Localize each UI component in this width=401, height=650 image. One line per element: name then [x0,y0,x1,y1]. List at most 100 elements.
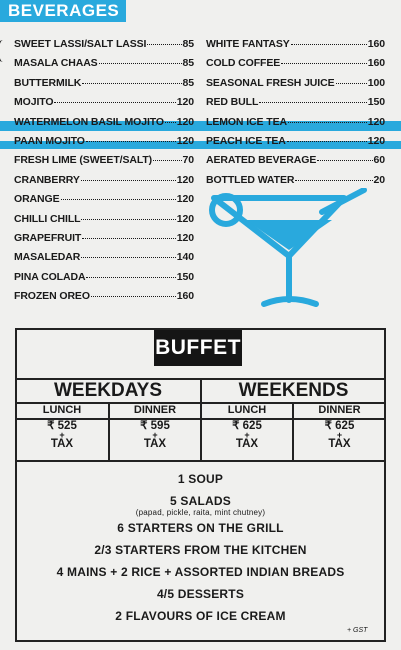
menu-item-name: PINA COLADA [14,270,86,283]
price-value: ₹ 525 [47,420,77,432]
table-line [292,402,294,462]
menu-item-name: BUTTERMILK [14,76,82,89]
dot-leader [98,63,182,65]
buffet-desserts: 4/5 DESSERTS [156,587,245,601]
plus-sign: + [336,430,343,440]
menu-item-price: 120 [367,134,385,147]
menu-item-price: 70 [182,154,195,167]
price-value: ₹ 595 [140,420,170,432]
menu-item: SEASONAL FRESH JUICE 100 [206,77,385,96]
menu-item-price: 20 [373,173,386,186]
menu-item-price: 120 [176,212,194,225]
tax-label: TAX [143,438,167,450]
tax-label: TAX [235,438,259,450]
menu-item-name: CRANBERRY [14,173,80,186]
plus-sign: + [59,430,65,440]
plus-sign: + [152,430,158,440]
beverages-header: BEVERAGES [0,0,126,22]
menu-item-name: PAAN MOJITO [14,134,85,147]
buffet-inclusions: 1 SOUP 5 SALADS (papad, pickle, raita, m… [16,468,385,627]
menu-item: CRANBERRY 120 [14,174,194,193]
menu-item-price: 120 [176,193,194,206]
menu-item-name: SWEET LASSI/SALT LASSI [14,38,147,50]
menu-item-price: 85 [182,76,195,89]
dot-leader [86,276,176,278]
dot-leader [290,44,367,45]
menu-item: PINA COLADA 150 [14,271,194,290]
cocktail-glass-icon [209,188,367,307]
weekday-lunch-label: LUNCH [42,404,82,416]
dot-leader [281,63,367,65]
menu-item-name: WATERMELON BASIL MOJITO [14,115,164,128]
menu-item-name: GRAPEFRUIT [14,231,82,244]
menu-item-name: LEMON ICE TEA [206,115,287,128]
menu-item-name: ORANGE [14,193,60,206]
menu-item-name: AERATED BEVERAGE [206,154,317,167]
menu-item: RED BULL 150 [206,96,385,115]
buffet-salads-note: (papad, pickle, raita, mint chutney) [135,508,266,517]
menu-item: FROZEN OREO 160 [14,290,194,309]
dot-leader [153,160,182,162]
dot-leader [80,179,176,181]
menu-item-name: MOJITO [14,96,54,109]
buffet-ice-cream: 2 FLAVOURS OF ICE CREAM [115,609,286,623]
menu-item: ORANGE 120 [14,193,194,212]
gst-note: + GST [347,627,368,634]
dot-leader [85,140,176,142]
dot-leader [60,199,176,201]
leaf-decoration [0,40,10,62]
menu-item: COLD COFFEE 160 [206,57,385,76]
menu-item: LEMON ICE TEA 120 [206,116,385,135]
dot-leader [90,296,176,298]
dot-leader [286,140,367,142]
weekend-dinner-price: ₹ 625 + TAX [294,420,385,450]
buffet-price-table: WEEKDAYS WEEKENDS LUNCH DINNER LUNCH DIN… [16,378,385,462]
menu-item-price: 120 [367,115,385,128]
menu-item-price: 160 [367,57,385,70]
dot-leader [164,121,176,123]
menu-item-price: 150 [176,270,194,283]
dot-leader [287,121,367,123]
menu-item: PAAN MOJITO 120 [14,135,194,154]
buffet-starters-grill: 6 STARTERS ON THE GRILL [117,521,284,535]
menu-item: PEACH ICE TEA 120 [206,135,385,154]
weekdays-header: WEEKDAYS [53,380,163,401]
menu-item-name: CHILLI CHILL [14,212,81,225]
dot-leader [147,44,182,45]
menu-item: FRESH LIME (SWEET/SALT) 70 [14,154,194,173]
menu-item-name: RED BULL [206,96,259,109]
menu-item-price: 140 [176,251,194,264]
menu-item-price: 85 [182,38,195,50]
menu-item-name: PEACH ICE TEA [206,134,286,147]
menu-item: SWEET LASSI/SALT LASSI 85 [14,38,194,57]
menu-item-price: 100 [367,76,385,89]
menu-item-name: FRESH LIME (SWEET/SALT) [14,154,153,167]
menu-item: BUTTERMILK 85 [14,77,194,96]
beverages-left-column: SWEET LASSI/SALT LASSI 85 MASALA CHAAS 85 BU… [14,38,194,309]
dot-leader [295,179,373,181]
table-line [108,402,110,462]
dot-leader [317,160,373,162]
menu-item: MOJITO 120 [14,96,194,115]
buffet-soup: 1 SOUP [177,472,224,486]
buffet-box [15,328,386,642]
menu-item-price: 85 [182,57,195,70]
menu-item-price: 120 [176,96,194,109]
buffet-title: BUFFET [154,330,242,366]
highlight-stripe-bottom [0,141,401,149]
tax-label: TAX [328,438,351,450]
menu-item-price: 120 [176,173,194,186]
menu-item: BOTTLED WATER 20 [206,174,385,193]
plus-sign: + [244,430,250,440]
price-value: ₹ 625 [324,420,355,432]
menu-item-price: 150 [367,96,385,109]
menu-item-name: MASALA CHAAS [14,57,98,70]
menu-item-name: MASALEDAR [14,251,81,264]
dot-leader [82,82,182,84]
menu-item-name: COLD COFFEE [206,57,281,70]
tax-label: TAX [50,438,74,450]
price-value: ₹ 625 [232,420,262,432]
menu-item-price: 160 [367,38,385,50]
menu-item-name: BOTTLED WATER [206,173,295,186]
menu-item: WHITE FANTASY 160 [206,38,385,57]
